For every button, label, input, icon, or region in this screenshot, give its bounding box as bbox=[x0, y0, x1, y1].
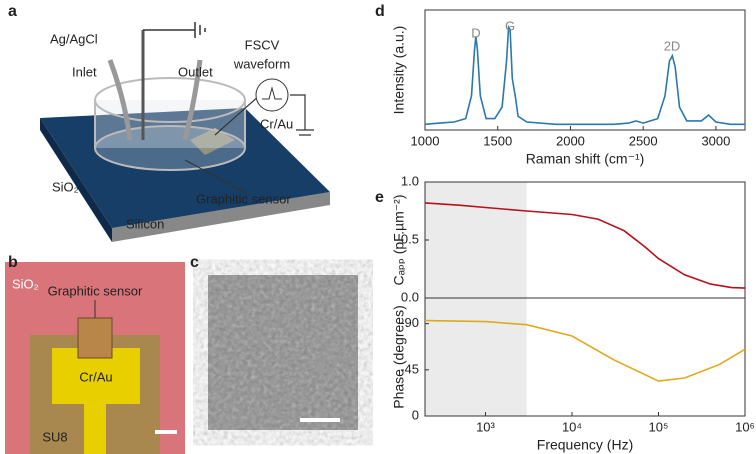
peak-label: G bbox=[505, 18, 515, 33]
y-tick-label: 0.0 bbox=[401, 289, 419, 304]
data-line bbox=[424, 24, 745, 126]
x-tick-label: 10⁴ bbox=[562, 419, 582, 434]
panel-label: a bbox=[8, 3, 17, 20]
image-label: Graphitic sensor bbox=[48, 283, 143, 298]
shaded-region bbox=[425, 298, 527, 416]
x-axis-label: Raman shift (cm⁻¹) bbox=[526, 151, 645, 167]
panel-label: c bbox=[190, 254, 199, 271]
y-tick-label: 0 bbox=[412, 407, 419, 422]
diagram-label: waveform bbox=[233, 56, 290, 71]
image-label: SU8 bbox=[42, 429, 67, 444]
panel-label: e bbox=[375, 189, 384, 206]
y-axis-label: Phase (degrees) bbox=[391, 305, 407, 409]
plot-frame bbox=[424, 297, 746, 417]
image-c bbox=[208, 275, 358, 430]
peak-label: D bbox=[471, 25, 480, 40]
x-tick-label: 1500 bbox=[483, 133, 512, 148]
peak-label: 2D bbox=[664, 38, 681, 53]
plot-frame bbox=[424, 9, 746, 131]
diagram-label: Inlet bbox=[72, 64, 97, 79]
x-tick-label: 2500 bbox=[629, 133, 658, 148]
data-line bbox=[424, 319, 746, 382]
diagram-a bbox=[40, 22, 330, 242]
image-label: Cr/Au bbox=[79, 369, 112, 384]
x-tick-label: 3000 bbox=[701, 133, 730, 148]
diagram-label: Outlet bbox=[178, 64, 213, 79]
diagram-label: FSCV bbox=[245, 37, 280, 52]
y-tick-label: 1.0 bbox=[401, 173, 419, 188]
y-tick-label: -45 bbox=[400, 361, 419, 376]
panel-label: b bbox=[8, 254, 18, 271]
diagram-label: SiO₂ bbox=[52, 179, 79, 194]
data-line bbox=[424, 202, 746, 289]
y-tick-label: 0.5 bbox=[401, 231, 419, 246]
shaded-region bbox=[425, 182, 527, 298]
x-tick-label: 1000 bbox=[411, 133, 440, 148]
x-axis-label: Frequency (Hz) bbox=[537, 437, 633, 453]
diagram-label: Graphitic sensor bbox=[196, 191, 291, 206]
y-axis-label: Cₐₚₚ (pF.µm⁻²) bbox=[391, 195, 407, 286]
panel-label: d bbox=[375, 3, 385, 20]
diagram-label: Cr/Au bbox=[260, 116, 293, 131]
diagram-label: Ag/AgCl bbox=[50, 31, 98, 46]
x-tick-label: 10³ bbox=[476, 419, 495, 434]
x-tick-label: 2000 bbox=[556, 133, 585, 148]
y-tick-label: -90 bbox=[400, 315, 419, 330]
x-tick-label: 10⁵ bbox=[649, 419, 669, 434]
diagram-label: Silicon bbox=[126, 216, 164, 231]
image-label: SiO₂ bbox=[12, 276, 39, 291]
image-b bbox=[5, 262, 185, 454]
y-axis-label: Intensity (a.u.) bbox=[391, 26, 407, 115]
x-tick-label: 10⁶ bbox=[735, 419, 755, 434]
